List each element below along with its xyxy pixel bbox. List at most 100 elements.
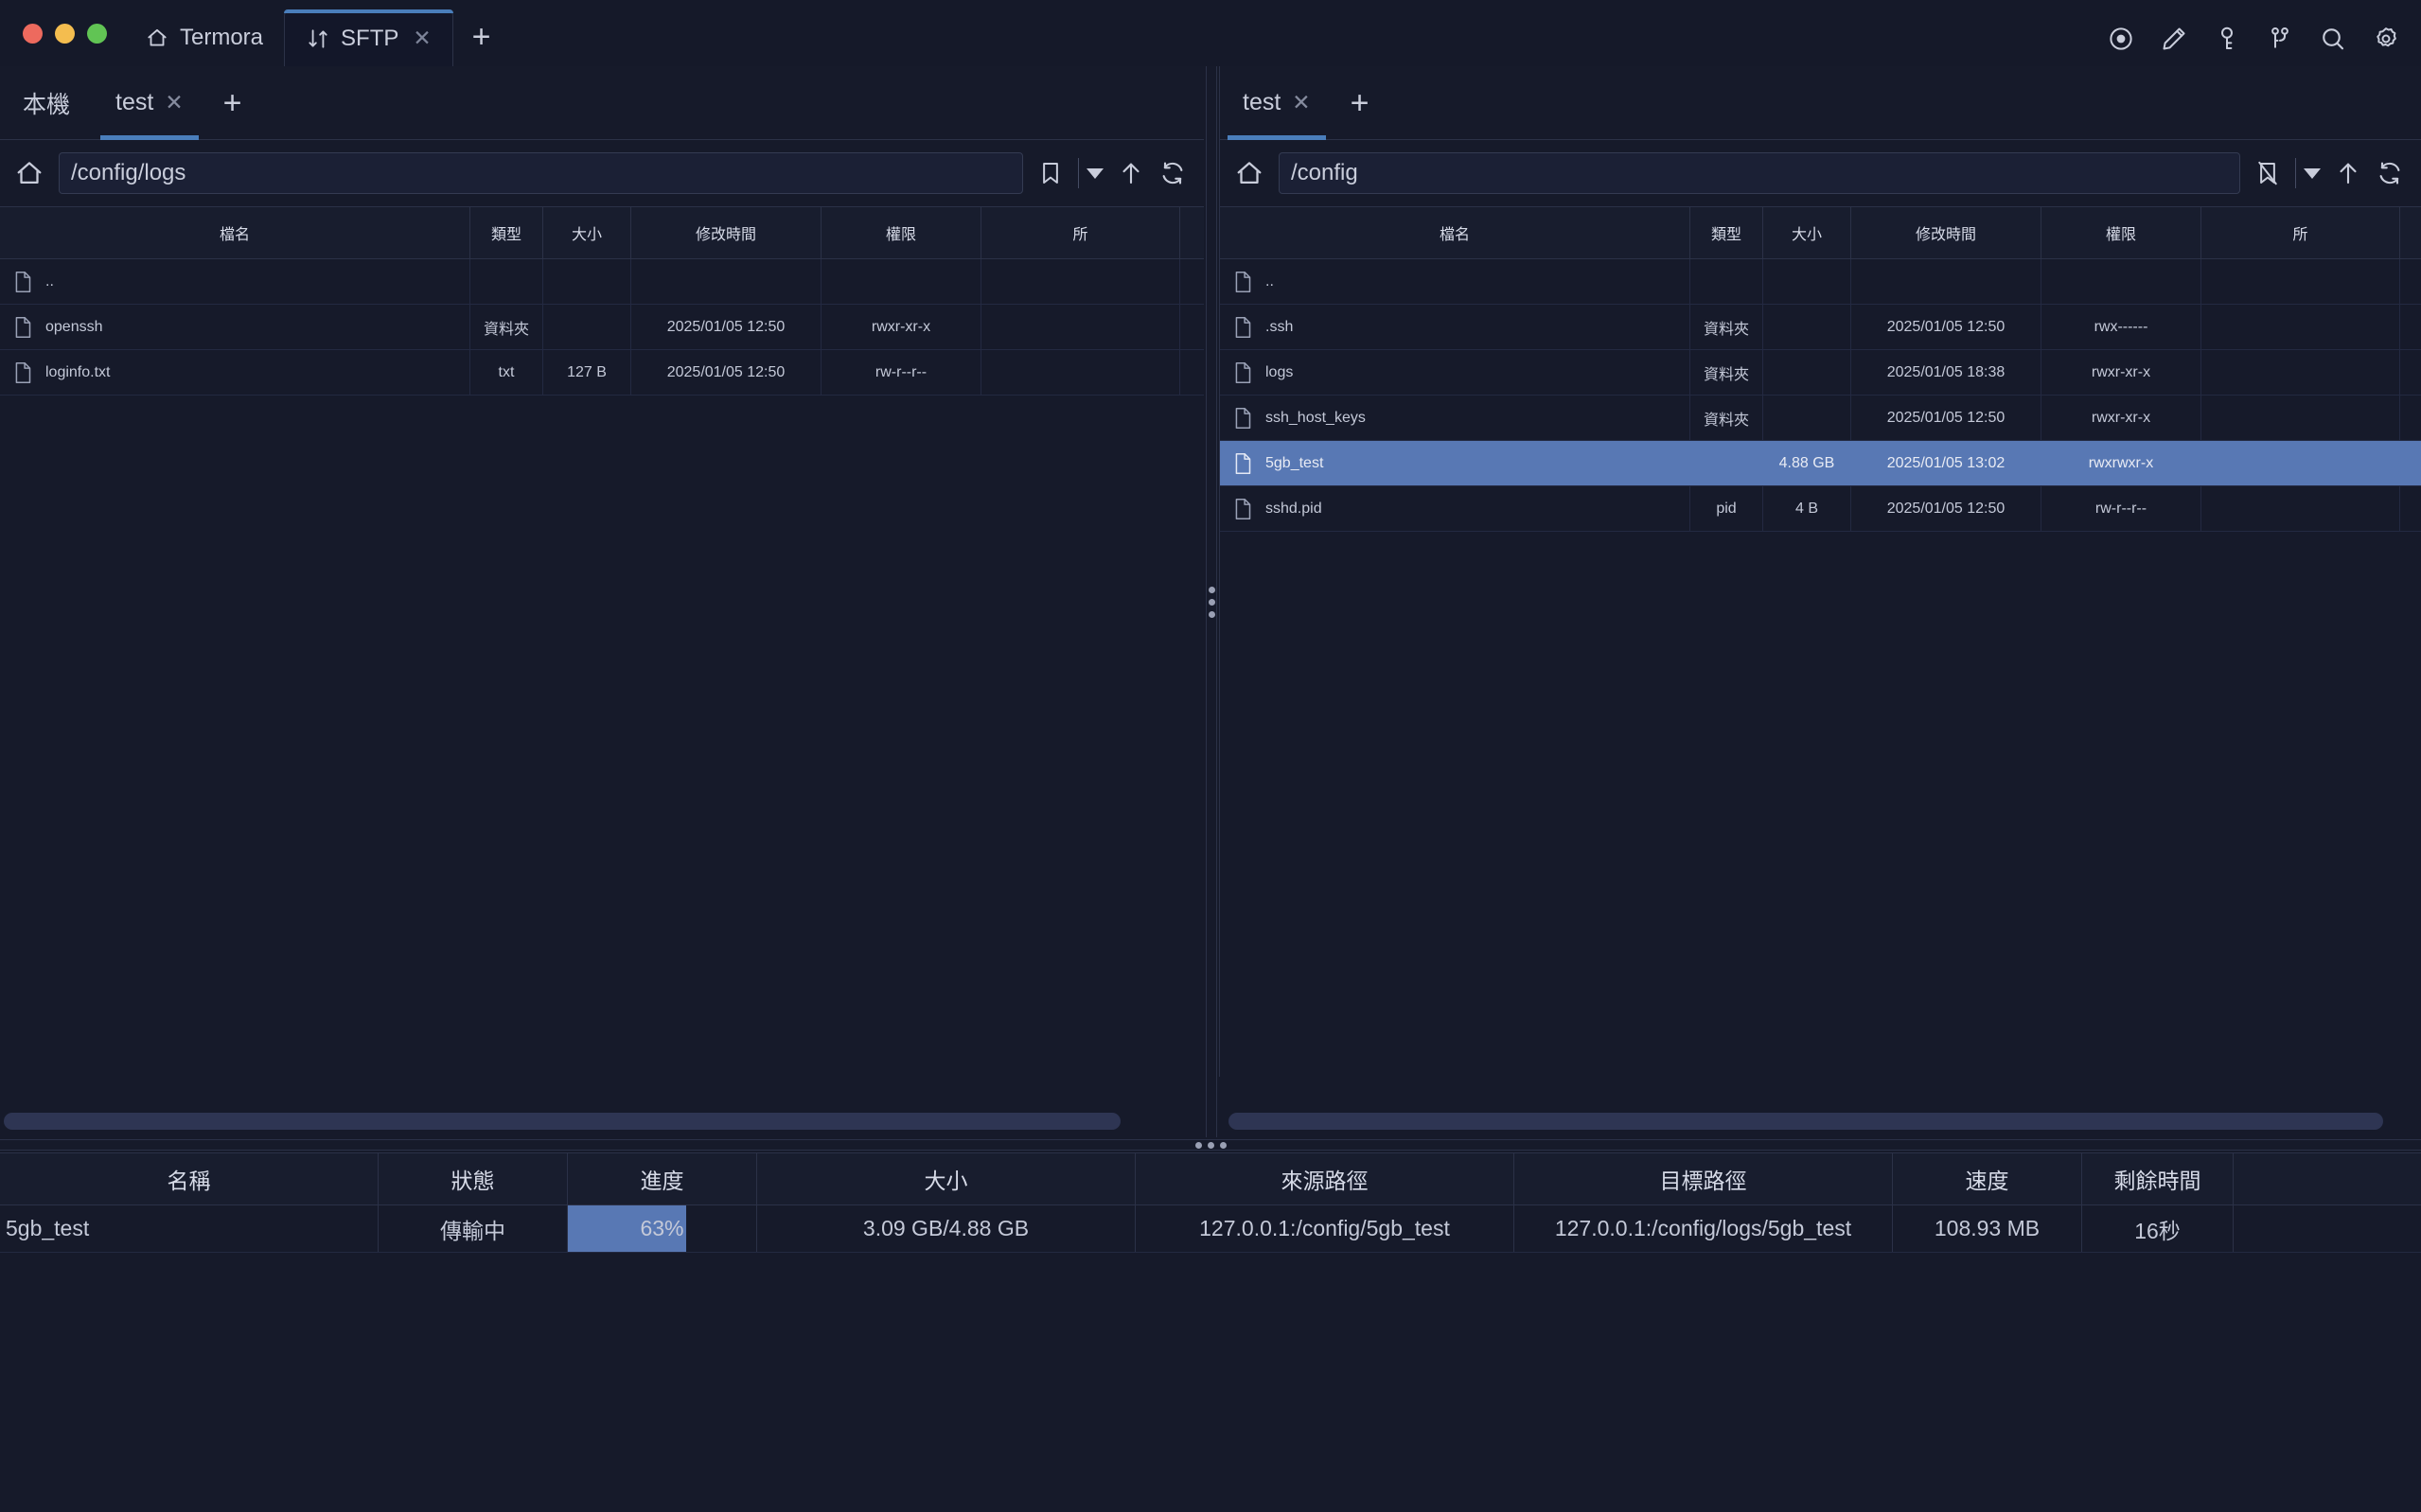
transfer-speed: 108.93 MB [1893, 1205, 2082, 1252]
new-window-tab-button[interactable]: + [471, 19, 491, 55]
file-size: 127 B [543, 350, 631, 395]
column-header-eta[interactable]: 剩餘時間 [2082, 1153, 2234, 1204]
arrow-up-icon[interactable] [1117, 159, 1145, 187]
transfer-eta: 16秒 [2082, 1205, 2234, 1252]
left-tab-local[interactable]: 本機 [0, 66, 93, 140]
column-header-mtime[interactable]: 修改時間 [1851, 207, 2041, 258]
bookmark-icon[interactable] [1036, 159, 1065, 187]
table-row[interactable]: sshd.pid pid 4 B 2025/01/05 12:50 rw-r--… [1220, 486, 2421, 532]
pane-splitter-vertical[interactable] [1204, 66, 1219, 1137]
search-icon[interactable] [2319, 25, 2347, 53]
column-header-permissions[interactable]: 權限 [822, 207, 981, 258]
window-tab-termora[interactable]: Termora [124, 9, 284, 66]
table-row[interactable]: logs 資料夾 2025/01/05 18:38 rwxr-xr-x [1220, 350, 2421, 396]
transfer-size: 3.09 GB/4.88 GB [757, 1205, 1136, 1252]
window-tab-sftp[interactable]: SFTP ✕ [284, 9, 453, 66]
file-type [1690, 441, 1763, 485]
file-permissions: rwxr-xr-x [2041, 396, 2201, 440]
scrollbar-thumb[interactable] [1228, 1113, 2383, 1130]
chevron-down-icon[interactable] [2304, 167, 2321, 179]
maximize-window-button[interactable] [87, 24, 107, 44]
column-header-size[interactable]: 大小 [543, 207, 631, 258]
git-branch-icon[interactable] [2266, 25, 2294, 53]
close-icon[interactable]: ✕ [165, 90, 184, 114]
left-tab-test[interactable]: test ✕ [93, 66, 206, 140]
file-name: sshd.pid [1265, 500, 1322, 517]
column-header-owner[interactable]: 所 [981, 207, 1180, 258]
transfer-row[interactable]: 5gb_test 傳輸中 63% 3.09 GB/4.88 GB 127.0.0… [0, 1205, 2421, 1253]
minimize-window-button[interactable] [55, 24, 75, 44]
column-header-progress[interactable]: 進度 [568, 1153, 757, 1204]
transfer-state: 傳輸中 [379, 1205, 568, 1252]
chevron-down-icon[interactable] [1087, 167, 1104, 179]
file-owner [2201, 350, 2400, 395]
file-icon [13, 360, 34, 385]
column-header-size[interactable]: 大小 [1763, 207, 1851, 258]
folder-icon [1233, 406, 1254, 431]
column-header-size[interactable]: 大小 [757, 1153, 1136, 1204]
home-icon[interactable] [13, 157, 45, 189]
right-horizontal-scrollbar[interactable] [1228, 1113, 2419, 1130]
file-size [543, 259, 631, 304]
column-header-type[interactable]: 類型 [1690, 207, 1763, 258]
table-row[interactable]: ssh_host_keys 資料夾 2025/01/05 12:50 rwxr-… [1220, 396, 2421, 441]
refresh-icon[interactable] [1158, 159, 1187, 187]
column-header-type[interactable]: 類型 [470, 207, 543, 258]
record-icon[interactable] [2107, 25, 2135, 53]
folder-icon [1233, 315, 1254, 340]
column-header-permissions[interactable]: 權限 [2041, 207, 2201, 258]
left-horizontal-scrollbar[interactable] [4, 1113, 1198, 1130]
table-row[interactable]: .. [1220, 259, 2421, 305]
column-header-state[interactable]: 狀態 [379, 1153, 568, 1204]
close-icon[interactable]: ✕ [413, 26, 432, 50]
transfer-panel: 名稱 狀態 進度 大小 來源路徑 目標路徑 速度 剩餘時間 5gb_test 傳… [0, 1152, 2421, 1512]
left-new-tab-button[interactable]: + [222, 84, 242, 121]
home-icon[interactable] [1233, 157, 1265, 189]
pencil-icon[interactable] [2160, 25, 2188, 53]
bookmark-off-icon[interactable] [2253, 159, 2282, 187]
column-header-target[interactable]: 目標路徑 [1514, 1153, 1893, 1204]
column-header-source[interactable]: 來源路徑 [1136, 1153, 1514, 1204]
table-row[interactable]: .ssh 資料夾 2025/01/05 12:50 rwx------ [1220, 305, 2421, 350]
right-pane: test ✕ + [1219, 66, 2421, 1137]
table-row[interactable]: 5gb_test 4.88 GB 2025/01/05 13:02 rwxrwx… [1220, 441, 2421, 486]
left-path-input[interactable] [59, 152, 1023, 194]
window-controls [0, 24, 124, 66]
table-row[interactable]: .. [0, 259, 1204, 305]
gear-icon[interactable] [2372, 25, 2400, 53]
refresh-icon[interactable] [2376, 159, 2404, 187]
table-row[interactable]: loginfo.txt txt 127 B 2025/01/05 12:50 r… [0, 350, 1204, 396]
scrollbar-thumb[interactable] [4, 1113, 1121, 1130]
column-header-speed[interactable]: 速度 [1893, 1153, 2082, 1204]
file-type: 資料夾 [470, 305, 543, 349]
file-owner [2201, 396, 2400, 440]
progress-bar-fill [568, 1205, 687, 1252]
window-tab-strip: Termora SFTP ✕ + [124, 0, 510, 66]
transfer-table-header: 名稱 狀態 進度 大小 來源路徑 目標路徑 速度 剩餘時間 [0, 1152, 2421, 1205]
file-mtime: 2025/01/05 12:50 [1851, 305, 2041, 349]
column-header-name[interactable]: 名稱 [0, 1153, 379, 1204]
column-header-filename[interactable]: 檔名 [1220, 207, 1690, 258]
splitter-grip [1208, 586, 1215, 618]
pane-splitter-horizontal[interactable] [0, 1137, 2421, 1152]
right-tab-test[interactable]: test ✕ [1220, 66, 1334, 140]
transfer-arrows-icon [306, 26, 330, 51]
close-window-button[interactable] [23, 24, 43, 44]
file-type: txt [470, 350, 543, 395]
file-mtime: 2025/01/05 18:38 [1851, 350, 2041, 395]
file-permissions: rwxrwxr-x [2041, 441, 2201, 485]
file-size [1763, 396, 1851, 440]
table-row[interactable]: openssh 資料夾 2025/01/05 12:50 rwxr-xr-x [0, 305, 1204, 350]
arrow-up-icon[interactable] [2334, 159, 2362, 187]
column-header-filename[interactable]: 檔名 [0, 207, 470, 258]
column-header-mtime[interactable]: 修改時間 [631, 207, 822, 258]
column-header-owner[interactable]: 所 [2201, 207, 2400, 258]
titlebar-actions [2107, 25, 2400, 53]
key-icon[interactable] [2213, 25, 2241, 53]
right-new-tab-button[interactable]: + [1350, 84, 1370, 121]
close-icon[interactable]: ✕ [1292, 90, 1311, 114]
right-path-input[interactable] [1279, 152, 2240, 194]
file-owner [2201, 259, 2400, 304]
window-tab-label: SFTP [341, 25, 399, 51]
file-name: .. [45, 273, 54, 290]
